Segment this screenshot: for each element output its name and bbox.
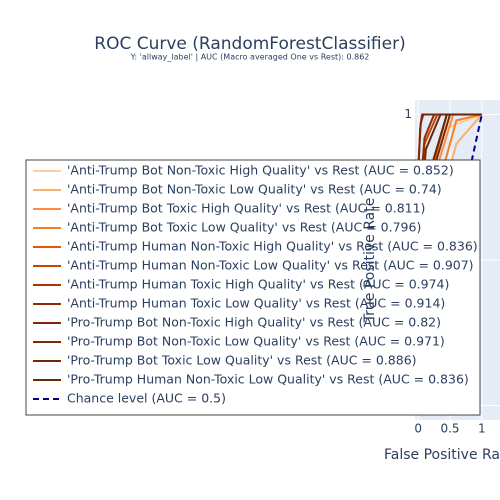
legend-label: 'Anti-Trump Human Toxic High Quality' vs… — [67, 277, 449, 292]
legend-label: 'Pro-Trump Bot Non-Toxic Low Quality' vs… — [67, 334, 445, 349]
legend-label: 'Anti-Trump Human Non-Toxic Low Quality'… — [67, 258, 474, 273]
legend-label: 'Pro-Trump Bot Toxic Low Quality' vs Res… — [67, 353, 417, 368]
chart-title: ROC Curve (RandomForestClassifier) — [94, 34, 405, 54]
chart-subtitle: Y: 'allway_label' | AUC (Macro averaged … — [130, 53, 370, 62]
legend-label: 'Pro-Trump Bot Non-Toxic High Quality' v… — [67, 315, 441, 330]
legend-label: 'Anti-Trump Bot Non-Toxic High Quality' … — [67, 163, 454, 178]
legend — [25, 159, 481, 416]
legend-label: 'Anti-Trump Bot Non-Toxic Low Quality' v… — [67, 182, 442, 197]
legend-label: 'Anti-Trump Bot Toxic Low Quality' vs Re… — [67, 220, 421, 235]
legend-label: 'Anti-Trump Human Non-Toxic High Quality… — [67, 239, 478, 254]
y-axis-title: True Positive Rate — [362, 198, 378, 324]
legend-label: 'Anti-Trump Human Toxic Low Quality' vs … — [67, 296, 445, 311]
x-tick-label: 1 — [478, 422, 486, 436]
x-tick-label: 0 — [414, 422, 422, 436]
y-tick-label: 1 — [404, 107, 412, 121]
legend-label: 'Anti-Trump Bot Toxic High Quality' vs R… — [67, 201, 425, 216]
x-tick-label: 0.5 — [440, 422, 459, 436]
legend-label: Chance level (AUC = 0.5) — [67, 391, 226, 406]
x-axis-title: False Positive Rate — [384, 447, 500, 463]
legend-label: 'Pro-Trump Human Non-Toxic Low Quality' … — [67, 372, 469, 387]
